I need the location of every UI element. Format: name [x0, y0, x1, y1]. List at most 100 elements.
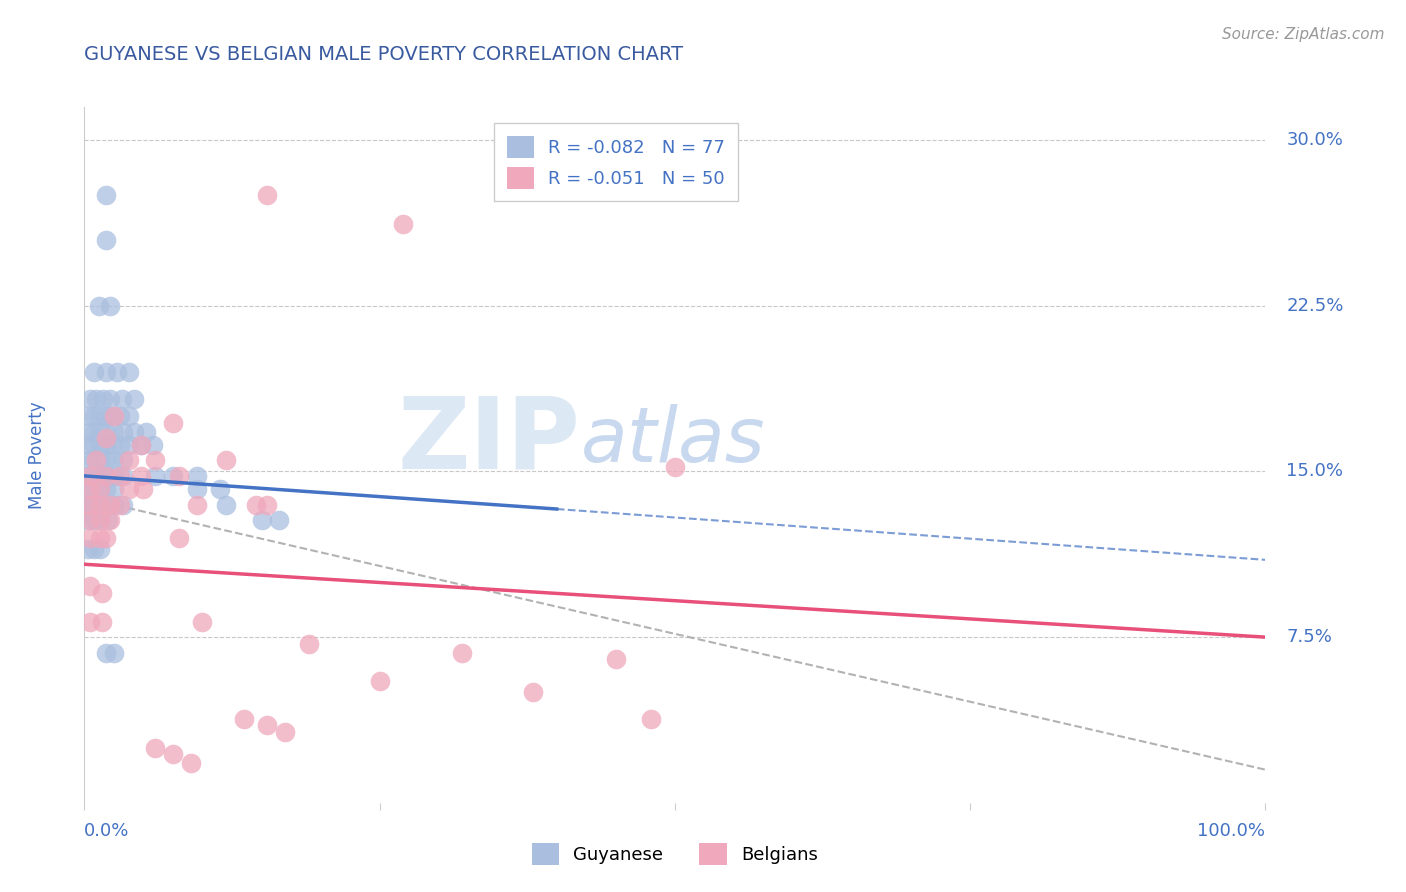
- Point: [118, 453, 141, 467]
- Point: [107, 365, 129, 379]
- Point: [83, 482, 105, 496]
- Point: [89, 482, 111, 496]
- Point: [274, 725, 297, 739]
- Text: 22.5%: 22.5%: [1286, 297, 1344, 315]
- Point: [83, 498, 105, 512]
- Point: [186, 498, 208, 512]
- Point: [87, 299, 110, 313]
- Point: [83, 425, 105, 439]
- Point: [129, 469, 152, 483]
- Text: ZIP: ZIP: [398, 392, 581, 490]
- Point: [94, 409, 117, 424]
- Point: [77, 498, 100, 512]
- Point: [94, 531, 117, 545]
- Point: [94, 469, 117, 483]
- Point: [186, 469, 208, 483]
- Text: Source: ZipAtlas.com: Source: ZipAtlas.com: [1222, 27, 1385, 42]
- Point: [94, 646, 117, 660]
- Point: [89, 469, 111, 483]
- Point: [256, 498, 278, 512]
- Point: [89, 409, 111, 424]
- Point: [245, 498, 267, 512]
- Text: 7.5%: 7.5%: [1286, 628, 1333, 646]
- Point: [100, 409, 122, 424]
- Point: [77, 513, 100, 527]
- Point: [98, 513, 121, 527]
- Point: [98, 392, 121, 406]
- Point: [83, 438, 105, 452]
- Point: [108, 438, 131, 452]
- Point: [664, 460, 686, 475]
- Point: [83, 541, 105, 556]
- Point: [135, 425, 157, 439]
- Point: [451, 646, 474, 660]
- Point: [100, 438, 122, 452]
- Point: [77, 438, 100, 452]
- Point: [142, 438, 165, 452]
- Point: [129, 438, 152, 452]
- Point: [89, 513, 111, 527]
- Point: [77, 469, 100, 483]
- Point: [83, 365, 105, 379]
- Point: [103, 482, 125, 496]
- Point: [180, 756, 202, 770]
- Point: [108, 469, 131, 483]
- Point: [118, 365, 141, 379]
- Text: Male Poverty: Male Poverty: [28, 401, 46, 508]
- Point: [94, 453, 117, 467]
- Point: [232, 712, 254, 726]
- Point: [118, 482, 141, 496]
- Point: [79, 482, 101, 496]
- Text: atlas: atlas: [581, 404, 765, 478]
- Point: [83, 409, 105, 424]
- Point: [112, 453, 135, 467]
- Point: [94, 469, 117, 483]
- Point: [605, 652, 627, 666]
- Point: [122, 425, 145, 439]
- Point: [94, 233, 117, 247]
- Point: [103, 453, 125, 467]
- Point: [118, 409, 141, 424]
- Point: [103, 646, 125, 660]
- Point: [89, 531, 111, 545]
- Text: GUYANESE VS BELGIAN MALE POVERTY CORRELATION CHART: GUYANESE VS BELGIAN MALE POVERTY CORRELA…: [84, 45, 683, 63]
- Point: [122, 392, 145, 406]
- Point: [79, 531, 101, 545]
- Point: [77, 409, 100, 424]
- Point: [186, 482, 208, 496]
- Point: [256, 718, 278, 732]
- Point: [112, 425, 135, 439]
- Point: [77, 425, 100, 439]
- Text: 0.0%: 0.0%: [84, 822, 129, 840]
- Point: [89, 541, 111, 556]
- Point: [89, 498, 111, 512]
- Point: [250, 513, 273, 527]
- Point: [89, 453, 111, 467]
- Point: [167, 469, 190, 483]
- Point: [191, 615, 214, 629]
- Point: [103, 498, 125, 512]
- Point: [143, 469, 166, 483]
- Point: [77, 541, 100, 556]
- Point: [94, 365, 117, 379]
- Point: [91, 392, 114, 406]
- Point: [98, 498, 121, 512]
- Point: [143, 740, 166, 755]
- Point: [94, 482, 117, 496]
- Point: [298, 637, 321, 651]
- Point: [77, 453, 100, 467]
- Point: [91, 615, 114, 629]
- Point: [132, 482, 155, 496]
- Point: [143, 453, 166, 467]
- Point: [108, 409, 131, 424]
- Legend: Guyanese, Belgians: Guyanese, Belgians: [519, 830, 831, 877]
- Point: [89, 498, 111, 512]
- Point: [84, 392, 107, 406]
- Point: [79, 392, 101, 406]
- Point: [94, 431, 117, 445]
- Point: [269, 513, 291, 527]
- Point: [167, 531, 190, 545]
- Point: [640, 712, 662, 726]
- Point: [79, 513, 101, 527]
- Point: [162, 416, 184, 430]
